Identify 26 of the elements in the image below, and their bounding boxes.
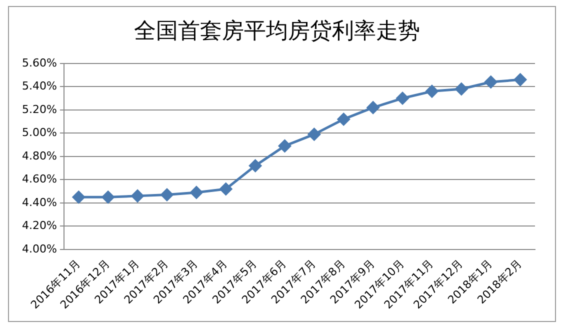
point (220, 182, 232, 196)
y-tick-label: 5.20% (22, 102, 57, 116)
point (160, 188, 174, 202)
point (190, 186, 203, 199)
point (337, 112, 350, 126)
point (308, 128, 320, 141)
y-tick-label: 4.00% (22, 242, 57, 256)
point (72, 190, 85, 204)
point (366, 101, 380, 114)
y-tick-label: 5.40% (22, 80, 57, 93)
y-tick-label: 5.60% (22, 56, 57, 70)
point (455, 82, 468, 96)
point (396, 92, 409, 105)
y-tick-label: 5.00% (22, 126, 57, 140)
point (484, 76, 498, 88)
point (426, 85, 438, 98)
y-tick-label: 4.80% (22, 149, 57, 162)
y-tick-label: 4.20% (22, 219, 57, 232)
point (249, 159, 262, 172)
point (278, 140, 291, 152)
y-tick-label: 4.40% (22, 196, 57, 209)
point (514, 73, 527, 86)
chart-title: 全国首套房平均房贷利率走势 (134, 18, 420, 44)
point (102, 190, 114, 204)
point (131, 190, 144, 202)
y-tick-label: 4.60% (22, 172, 57, 186)
